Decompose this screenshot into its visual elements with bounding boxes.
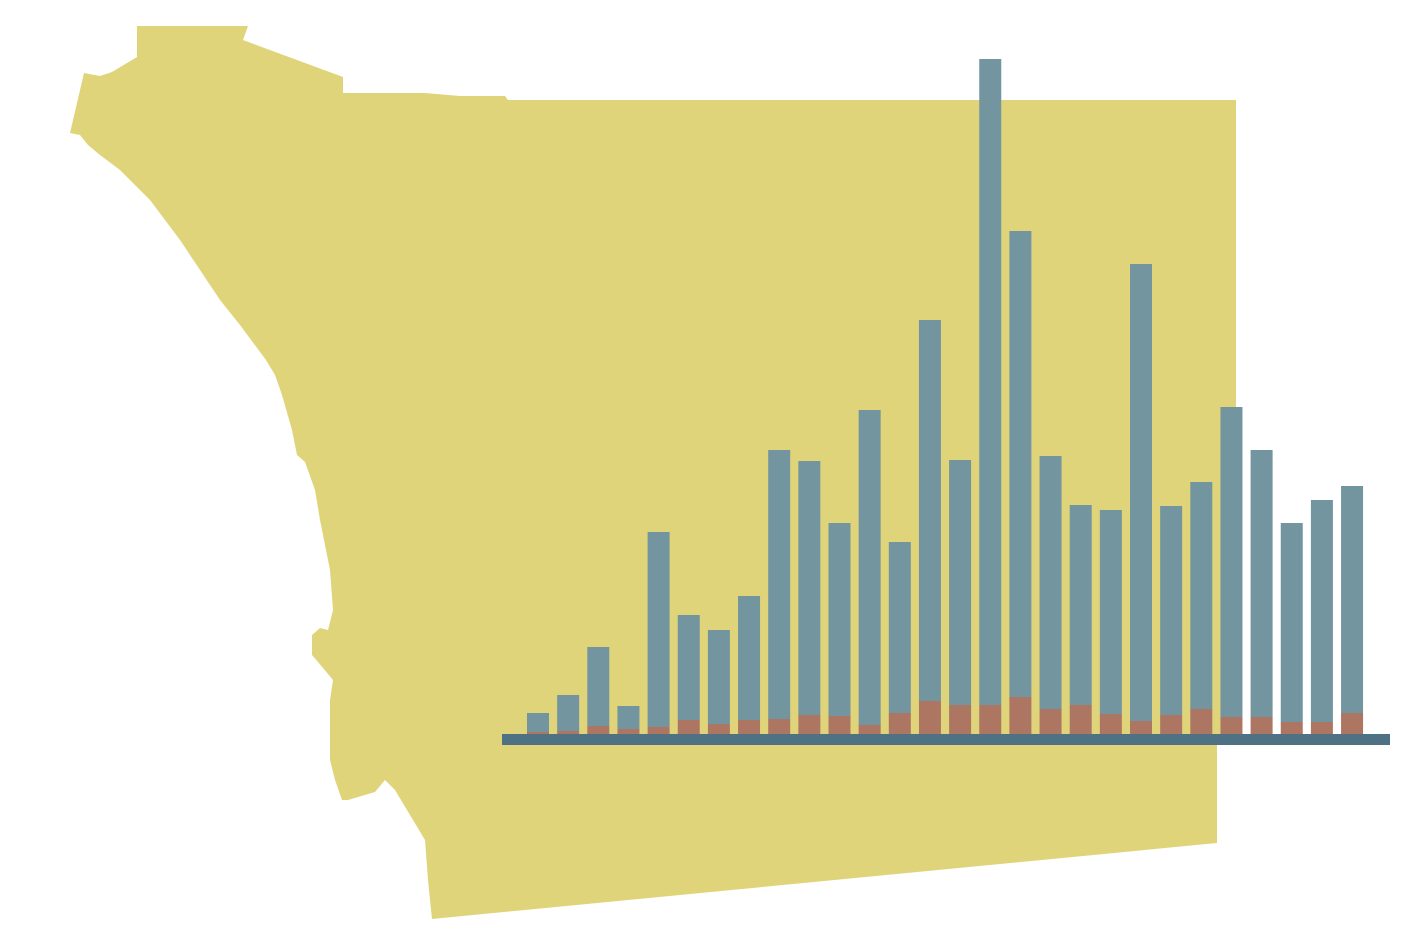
bar-segment bbox=[647, 532, 670, 727]
bar-segment bbox=[1130, 721, 1152, 734]
bar-segment bbox=[1009, 697, 1032, 734]
bar-segment bbox=[798, 715, 821, 734]
bar-segment bbox=[587, 726, 610, 734]
bar-segment bbox=[1160, 715, 1183, 734]
bar-segment bbox=[888, 542, 911, 713]
bar-segment bbox=[1099, 510, 1122, 714]
baseline bbox=[502, 734, 1390, 745]
bar-segment bbox=[768, 450, 791, 719]
bar-segment bbox=[858, 410, 881, 725]
bar-segment bbox=[617, 706, 640, 729]
bar-segment bbox=[557, 731, 580, 734]
bar-segment bbox=[1310, 500, 1333, 722]
bar-segment bbox=[1250, 450, 1273, 717]
bar-segment bbox=[828, 716, 851, 734]
bar-segment bbox=[1039, 709, 1062, 734]
bar-segment bbox=[1160, 506, 1183, 715]
bars bbox=[527, 59, 1364, 734]
bar-segment bbox=[828, 523, 851, 716]
bar-segment bbox=[1220, 407, 1243, 717]
bar-segment bbox=[979, 705, 1002, 734]
bar-segment bbox=[888, 713, 911, 734]
bar-segment bbox=[677, 615, 700, 720]
bar-segment bbox=[647, 727, 670, 734]
bar-segment bbox=[617, 729, 640, 734]
bar-segment bbox=[1130, 264, 1152, 721]
bar-segment bbox=[1099, 714, 1122, 734]
bar-segment bbox=[1190, 482, 1213, 709]
county-map bbox=[70, 26, 1236, 919]
bar-segment bbox=[1280, 722, 1303, 734]
bar-segment bbox=[1341, 486, 1364, 713]
bar-segment bbox=[1039, 456, 1062, 709]
bar-segment bbox=[918, 320, 941, 701]
bar-segment bbox=[1341, 713, 1364, 734]
bar-segment bbox=[858, 725, 881, 734]
bar-segment bbox=[798, 461, 821, 715]
bar-segment bbox=[949, 460, 972, 705]
bar-segment bbox=[1250, 717, 1273, 734]
bar-segment bbox=[527, 713, 549, 732]
bar-segment bbox=[587, 647, 610, 726]
bar-segment bbox=[738, 720, 761, 734]
bar-segment bbox=[1069, 505, 1092, 705]
bar-segment bbox=[1280, 523, 1303, 722]
bar-segment bbox=[557, 695, 580, 731]
bar-segment bbox=[707, 724, 730, 734]
bar-segment bbox=[979, 59, 1002, 705]
bar-segment bbox=[1310, 722, 1333, 734]
bar-segment bbox=[1009, 231, 1032, 697]
bar-segment bbox=[949, 705, 972, 734]
bar-segment bbox=[768, 719, 791, 734]
bar-segment bbox=[1190, 709, 1213, 734]
bar-segment bbox=[677, 720, 700, 734]
bar-segment bbox=[1220, 717, 1243, 734]
bar-segment bbox=[707, 630, 730, 724]
bar-segment bbox=[738, 596, 761, 720]
bar-segment bbox=[918, 701, 941, 734]
bar-segment bbox=[1069, 705, 1092, 734]
bar-segment bbox=[527, 732, 549, 734]
